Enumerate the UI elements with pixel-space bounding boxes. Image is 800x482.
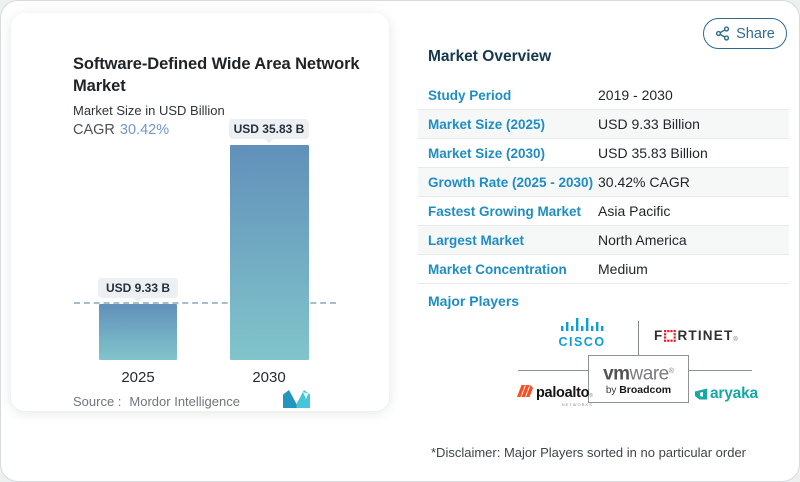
fortinet-registered-mark: ® bbox=[733, 337, 738, 343]
table-row-fastest-growing-market: Fastest Growing Market Asia Pacific bbox=[418, 197, 789, 226]
row-label: Market Concentration bbox=[428, 261, 567, 277]
table-row-market-concentration: Market Concentration Medium bbox=[418, 255, 789, 284]
row-value: Asia Pacific bbox=[598, 203, 671, 219]
chart-subtitle: Market Size in USD Billion bbox=[73, 103, 225, 118]
major-players-label: Major Players bbox=[428, 293, 520, 309]
bar-value-label-2030: USD 35.83 B bbox=[229, 119, 309, 139]
aryaka-logo: aryaka bbox=[695, 385, 758, 403]
disclaimer-text: *Disclaimer: Major Players sorted in no … bbox=[431, 445, 747, 460]
bar-2025 bbox=[99, 304, 177, 360]
table-row-market-size-2030: Market Size (2030) USD 35.83 Billion bbox=[418, 139, 789, 168]
players-vertical-divider bbox=[638, 321, 639, 370]
row-value: 2019 - 2030 bbox=[598, 87, 673, 103]
row-label: Market Size (2025) bbox=[428, 116, 546, 132]
chart-card: Software-Defined Wide Area Network Marke… bbox=[11, 13, 389, 411]
row-value: USD 35.83 Billion bbox=[598, 145, 708, 161]
palo-alto-networks-logo: paloalto® NETWORKS bbox=[517, 384, 593, 407]
aryaka-mark-icon bbox=[695, 388, 707, 400]
table-row-study-period: Study Period 2019 - 2030 bbox=[418, 81, 789, 110]
vmware-vm: vm bbox=[603, 363, 630, 385]
vmware-by-broadcom: by Broadcom bbox=[605, 384, 672, 397]
table-row-growth-rate: Growth Rate (2025 - 2030) 30.42% CAGR bbox=[418, 168, 789, 197]
x-axis-label-2025: 2025 bbox=[121, 369, 155, 386]
fortinet-dot-o-icon bbox=[664, 329, 677, 342]
table-row-largest-market: Largest Market North America bbox=[418, 226, 789, 255]
vmware-ware: ware bbox=[629, 363, 670, 385]
reference-dashline bbox=[74, 302, 336, 304]
row-label: Study Period bbox=[428, 87, 512, 103]
broadcom-wordmark: Broadcom bbox=[619, 384, 672, 397]
mordor-intelligence-logo-icon bbox=[283, 390, 310, 413]
overview-table: Study Period 2019 - 2030 Market Size (20… bbox=[418, 81, 789, 284]
vmware-wordmark: vmware® bbox=[603, 362, 674, 385]
row-label: Market Size (2030) bbox=[428, 145, 546, 161]
fortinet-logo: F RTINET ® bbox=[654, 328, 738, 343]
fortinet-wordmark-f: F bbox=[654, 328, 664, 343]
palo-alto-mark-icon bbox=[517, 385, 533, 397]
vmware-logo: vmware® by Broadcom bbox=[588, 355, 689, 403]
chart-title: Software-Defined Wide Area Network Marke… bbox=[73, 55, 360, 95]
source-label: Source : bbox=[73, 394, 122, 409]
palo-alto-networks-sub: NETWORKS bbox=[561, 402, 593, 407]
vmware-by: by bbox=[605, 385, 620, 397]
cagr-line: CAGR 30.42% bbox=[73, 122, 169, 138]
share-button[interactable]: Share bbox=[703, 18, 787, 49]
overview-heading: Market Overview bbox=[428, 48, 552, 65]
fortinet-wordmark-rest: RTINET bbox=[677, 328, 734, 343]
cisco-wordmark: CISCO bbox=[558, 335, 606, 349]
table-row-market-size-2025: Market Size (2025) USD 9.33 Billion bbox=[418, 110, 789, 139]
cagr-value: 30.42% bbox=[119, 122, 170, 138]
palo-alto-registered-mark: ® bbox=[589, 393, 593, 399]
share-button-label: Share bbox=[736, 25, 775, 42]
row-value: 30.42% CAGR bbox=[598, 174, 690, 190]
bar-2030 bbox=[230, 145, 309, 360]
cisco-logo: CISCO bbox=[553, 318, 611, 348]
cisco-bridge-icon bbox=[561, 318, 604, 331]
cagr-label: CAGR bbox=[73, 122, 115, 138]
x-axis-label-2030: 2030 bbox=[252, 369, 286, 386]
bar-value-label-2025: USD 9.33 B bbox=[98, 278, 178, 298]
vmware-registered-mark: ® bbox=[668, 367, 674, 375]
palo-alto-wordmark: paloalto bbox=[536, 385, 590, 401]
row-label: Growth Rate (2025 - 2030) bbox=[428, 174, 594, 190]
row-value: North America bbox=[598, 232, 687, 248]
aryaka-wordmark: aryaka bbox=[710, 385, 758, 402]
row-label: Fastest Growing Market bbox=[428, 203, 582, 219]
source-value: Mordor Intelligence bbox=[129, 394, 240, 409]
source-attribution: Source : Mordor Intelligence bbox=[73, 394, 240, 409]
row-value: USD 9.33 Billion bbox=[598, 116, 700, 132]
row-label: Largest Market bbox=[428, 232, 525, 248]
row-value: Medium bbox=[598, 261, 648, 277]
share-icon bbox=[715, 26, 730, 41]
